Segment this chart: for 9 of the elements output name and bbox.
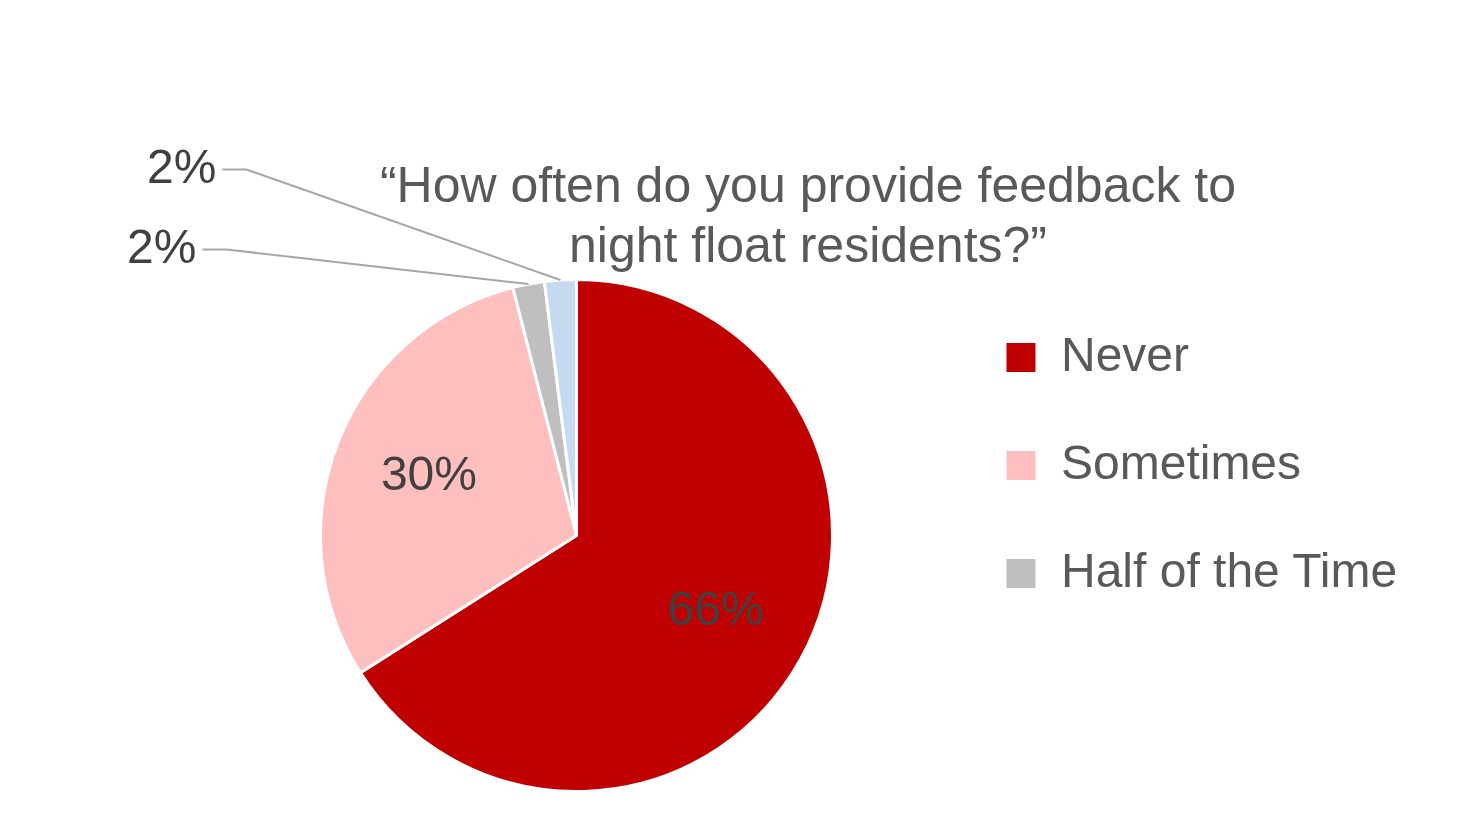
legend-label: Half of the Time (1060, 543, 1398, 597)
data-label: 2% (147, 139, 217, 193)
text: night float residents?” (568, 216, 1048, 273)
data-label: 66% (667, 582, 764, 636)
legend-label: Never (1060, 327, 1190, 381)
legend-label: Sometimes (1060, 435, 1302, 489)
data-label: 2% (127, 219, 197, 273)
data-label: 30% (380, 447, 477, 501)
text: “How often do you provide feedback to (379, 156, 1237, 213)
